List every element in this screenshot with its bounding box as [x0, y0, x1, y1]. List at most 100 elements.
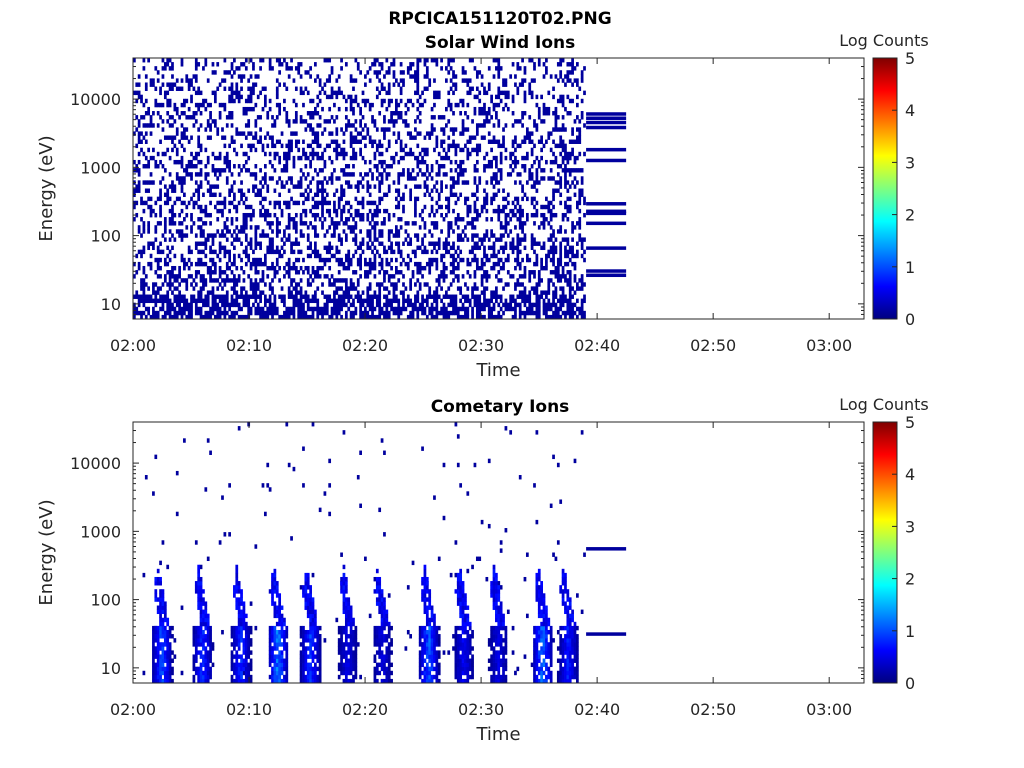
heatmap-cell — [235, 86, 239, 91]
heatmap-cell — [252, 286, 255, 291]
heatmap-cell — [292, 217, 296, 222]
heatmap-cell — [328, 257, 332, 263]
heatmap-cell — [197, 196, 201, 202]
heatmap-cell — [154, 454, 158, 460]
heatmap-cell — [576, 221, 579, 226]
heatmap-cell — [299, 212, 303, 218]
x-tick-label: 02:50 — [690, 336, 736, 355]
heatmap-cell — [528, 86, 532, 91]
heatmap-cell — [492, 233, 496, 238]
heatmap-cell — [440, 155, 443, 161]
heatmap-cell — [518, 241, 522, 246]
heatmap-cell — [180, 208, 184, 214]
heatmap-cell — [311, 98, 315, 104]
heatmap-cell — [554, 119, 558, 124]
heatmap-cell — [430, 257, 434, 263]
heatmap-cell — [523, 294, 527, 299]
heatmap-cell — [521, 212, 524, 218]
heatmap-cell — [178, 180, 181, 185]
heatmap-cell — [394, 106, 398, 112]
heatmap-cell — [192, 634, 196, 639]
heatmap-cell — [509, 208, 513, 214]
heatmap-cell — [204, 601, 208, 606]
heatmap-cell — [216, 200, 220, 206]
heatmap-cell — [411, 270, 415, 275]
heatmap-cell — [428, 290, 432, 295]
heatmap-cell — [497, 314, 501, 320]
heatmap-cell — [368, 294, 372, 299]
heatmap-cell — [461, 294, 465, 299]
heatmap-cell — [583, 90, 586, 96]
heatmap-cell — [287, 204, 291, 210]
heatmap-cell — [180, 200, 184, 206]
heatmap-cell — [537, 302, 541, 308]
heatmap-cell — [366, 290, 370, 295]
heatmap-cell — [187, 257, 191, 263]
heatmap-cell — [545, 302, 548, 308]
heatmap-cell — [349, 302, 353, 308]
heatmap-cell — [442, 515, 446, 521]
heatmap-cell — [340, 184, 343, 189]
heatmap-cell — [559, 499, 563, 504]
heatmap-cell — [187, 306, 191, 312]
heatmap-cell — [242, 314, 246, 320]
heatmap-cell — [535, 306, 539, 312]
heatmap-cell — [461, 98, 465, 104]
heatmap-cell — [576, 241, 579, 246]
heatmap-cell — [533, 237, 536, 242]
heatmap-cell — [475, 257, 479, 263]
heatmap-cell — [247, 123, 251, 128]
heatmap-cell — [223, 270, 227, 275]
heatmap-cell — [495, 155, 498, 161]
heatmap-cell — [559, 139, 563, 144]
heatmap-cell — [266, 233, 270, 238]
heatmap-cell — [578, 139, 582, 144]
heatmap-cell — [423, 151, 427, 157]
heatmap-cell — [392, 62, 396, 67]
heatmap-cell — [478, 265, 482, 271]
heatmap-cell — [573, 225, 577, 230]
heatmap-cell — [390, 111, 393, 116]
heatmap-cell — [142, 670, 146, 676]
heatmap-cell — [328, 511, 332, 517]
heatmap-cell — [142, 208, 146, 214]
heatmap-cell — [221, 127, 224, 132]
heatmap-cell — [530, 176, 534, 181]
heatmap-cell — [318, 143, 322, 149]
heatmap-cell — [137, 123, 141, 128]
heatmap-cell — [490, 314, 493, 320]
heatmap-cell — [147, 294, 151, 299]
heatmap-cell — [366, 298, 370, 304]
heatmap-cell — [490, 265, 493, 271]
heatmap-cell — [192, 221, 196, 226]
heatmap-cell — [516, 217, 520, 222]
heatmap-cell — [459, 131, 463, 136]
heatmap-cell — [356, 257, 360, 263]
heatmap-cell — [359, 111, 362, 116]
heatmap-cell — [406, 123, 410, 128]
heatmap-cell — [144, 86, 148, 91]
heatmap-cell — [375, 212, 379, 218]
heatmap-cell — [314, 253, 317, 259]
heatmap-cell — [199, 564, 203, 570]
heatmap-cell — [144, 180, 148, 185]
heatmap-cell — [306, 314, 310, 320]
heatmap-cell — [452, 82, 455, 87]
heatmap-cell — [297, 241, 301, 246]
heatmap-cell — [321, 314, 324, 320]
heatmap-cell — [199, 576, 203, 582]
heatmap-cell — [433, 221, 436, 226]
heatmap-cell — [483, 196, 486, 202]
heatmap-cell — [554, 310, 558, 316]
heatmap-cell — [230, 74, 234, 79]
heatmap-cell — [168, 58, 172, 63]
heatmap-cell — [506, 270, 510, 275]
heatmap-cell — [202, 674, 205, 680]
heatmap-cell — [380, 176, 384, 181]
heatmap-cell — [266, 143, 270, 149]
heatmap-cell — [187, 302, 191, 308]
heatmap-cell — [192, 662, 196, 668]
heatmap-cell — [275, 217, 279, 222]
heatmap-cell — [230, 135, 234, 140]
heatmap-cell — [335, 617, 339, 623]
